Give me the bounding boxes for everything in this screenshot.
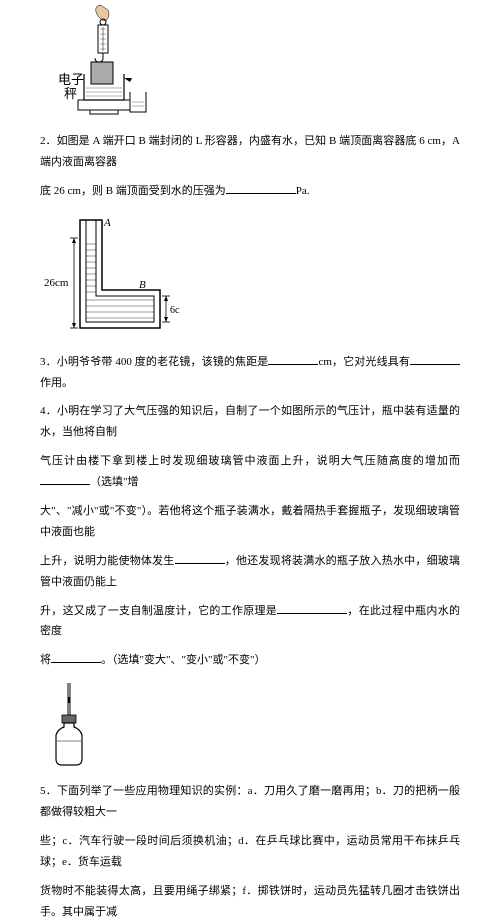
svg-text:26cm: 26cm	[44, 277, 69, 289]
figure-bottle-barometer	[40, 679, 460, 769]
q4-text-g: 升，这又成了一支自制温度计，它的工作原理是	[40, 605, 277, 617]
question-5-line3: 货物时不能装得太高，且要用绳子绑紧；f．掷铁饼时，运动员先猛转几圈才击铁饼出手。…	[40, 881, 460, 923]
question-5-line2: 些；c．汽车行驶一段时间后须换机油；d．在乒乓球比赛中，运动员常用干布抹乒乓球；…	[40, 831, 460, 873]
svg-text:电: 电	[58, 72, 71, 87]
question-3: 3．小明爷爷带 400 度的老花镜，该镜的焦距是 cm，它对光线具有作用。	[40, 352, 460, 394]
q4-text-i: 将	[40, 654, 51, 666]
q2-text-b: 底 26 cm，则 B 端顶面受到水的压强为	[40, 185, 226, 197]
svg-text:B: B	[139, 279, 146, 291]
svg-text:6cm: 6cm	[170, 305, 180, 316]
q3-text-a: 3．小明爷爷带 400 度的老花镜，该镜的焦距是	[40, 356, 268, 368]
question-4-line5: 升，这又成了一支自制温度计，它的工作原理是，在此过程中瓶内水的密度	[40, 601, 460, 643]
q3-text-b: 作用。	[40, 377, 73, 389]
q4-text-e: 上升，说明力能使物体发生	[40, 555, 175, 567]
svg-text:子: 子	[71, 72, 84, 87]
q4-text-j: 。（选填"变大"、"变小"或"不变"）	[101, 654, 265, 666]
svg-text:秤: 秤	[64, 86, 77, 101]
q2-unit: Pa.	[296, 185, 310, 197]
question-4-line3: 大"、"减小"或"不变"）。若他将这个瓶子装满水，戴着隔热手套握瓶子，发现细玻璃…	[40, 501, 460, 543]
question-4-line4: 上升，说明力能使物体发生，他还发现将装满水的瓶子放入热水中，细玻璃管中液面仍能上	[40, 551, 460, 593]
q3-unit: cm，它对光线具有	[318, 356, 410, 368]
question-4-line1: 4．小明在学习了大气压强的知识后，自制了一个如图所示的气压计，瓶中装有适量的水，…	[40, 401, 460, 443]
q4-blank-3	[277, 602, 347, 614]
q4-blank-4	[51, 651, 101, 663]
figure-spring-scale: 电 子 秤	[40, 4, 460, 119]
q2-blank-pressure	[226, 182, 296, 194]
question-4-line2: 气压计由楼下拿到楼上时发现细玻璃管中液面上升，说明大气压随高度的增加而 （选填"增	[40, 451, 460, 493]
q4-text-b: 气压计由楼下拿到楼上时发现细玻璃管中液面上升，说明大气压随高度的增加而	[40, 455, 460, 467]
q4-blank-2	[175, 552, 225, 564]
question-4-line6: 将 。（选填"变大"、"变小"或"不变"）	[40, 650, 460, 671]
question-5-line1: 5．下面列举了一些应用物理知识的实例：a．刀用久了磨一磨再用；b．刀的把柄一般都…	[40, 781, 460, 823]
q3-blank-effect	[410, 353, 460, 365]
q3-blank-focal	[268, 353, 318, 365]
figure-l-container: A B 26cm 6cm	[40, 210, 460, 340]
svg-text:A: A	[103, 217, 111, 229]
q4-blank-1	[40, 473, 90, 485]
q4-text-c: （选填"增	[90, 476, 139, 488]
question-2-line2: 底 26 cm，则 B 端顶面受到水的压强为 Pa.	[40, 181, 460, 202]
question-2-line1: 2．如图是 A 端开口 B 端封闭的 L 形容器，内盛有水，已知 B 端顶面离容…	[40, 131, 460, 173]
